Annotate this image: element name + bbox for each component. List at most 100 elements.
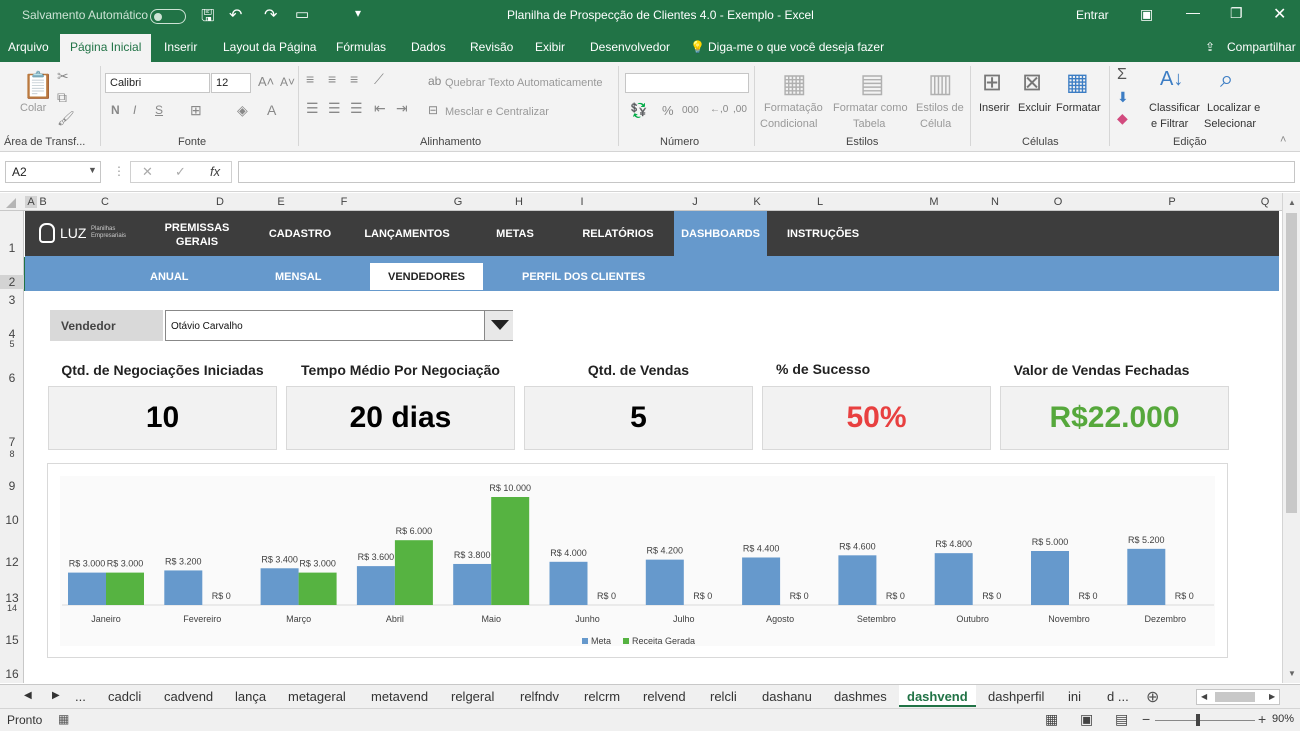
insert-function-icon[interactable]: fx xyxy=(210,164,221,179)
clear-icon[interactable]: ◆ xyxy=(1117,110,1128,126)
scroll-down-icon[interactable]: ▼ xyxy=(1288,669,1296,678)
nav-cadastro[interactable]: CADASTRO xyxy=(268,228,332,240)
column-header[interactable]: K xyxy=(753,196,761,208)
tab-exibir[interactable]: Exibir xyxy=(535,40,566,54)
font-name-select[interactable]: Calibri xyxy=(105,73,210,93)
vertical-scrollbar[interactable]: ▲ ▼ xyxy=(1282,193,1300,683)
sort-filter-icon[interactable]: A↓ xyxy=(1160,68,1184,90)
sheet-tab-relcli[interactable]: relcli xyxy=(710,689,737,704)
row-header[interactable]: 13 xyxy=(5,591,19,605)
column-header[interactable]: L xyxy=(816,196,824,208)
find-icon[interactable]: ⌕ xyxy=(1220,66,1234,93)
sheet-tab-dashanu[interactable]: dashanu xyxy=(762,689,812,704)
name-box-dropdown-icon[interactable]: ▼ xyxy=(88,165,97,175)
fill-color-icon[interactable]: ◈ xyxy=(237,102,248,118)
sheet-tab-relfndv[interactable]: relfndv xyxy=(520,689,560,704)
sign-in-link[interactable]: Entrar xyxy=(1076,8,1109,22)
page-break-icon[interactable]: ▤ xyxy=(1115,711,1129,727)
format-cells-button[interactable]: Formatar xyxy=(1056,102,1101,114)
align-center-icon[interactable]: ☰ xyxy=(328,100,341,116)
increase-indent-icon[interactable]: ⇥ xyxy=(396,100,408,116)
nav-instrucoes[interactable]: INSTRUÇÕES xyxy=(786,228,860,240)
wrap-text-button[interactable]: Quebrar Texto Automaticamente xyxy=(445,77,603,89)
share-button[interactable]: Compartilhar xyxy=(1227,40,1296,54)
orientation-icon[interactable]: ⟋ xyxy=(374,71,384,87)
row-header[interactable]: 9 xyxy=(8,479,16,493)
column-header[interactable]: F xyxy=(340,196,348,208)
thousands-icon[interactable]: 000 xyxy=(682,105,699,116)
sort-label-1[interactable]: Classificar xyxy=(1149,102,1200,114)
fill-icon[interactable]: ⬇ xyxy=(1117,89,1129,105)
insert-cells-icon[interactable]: ⊞ xyxy=(982,69,1003,96)
autosave-toggle[interactable] xyxy=(150,9,186,24)
row-header[interactable]: 12 xyxy=(5,555,19,569)
page-layout-icon[interactable]: ▣ xyxy=(1080,711,1094,727)
format-table-icon[interactable]: ▤ xyxy=(860,68,885,98)
nav-dashboards[interactable]: DASHBOARDS xyxy=(681,228,760,240)
vendedor-select[interactable]: Otávio Carvalho xyxy=(165,310,513,341)
grow-font-icon[interactable]: A˄ xyxy=(258,74,275,89)
nav-relatorios[interactable]: RELATÓRIOS xyxy=(582,228,654,240)
tab-layout[interactable]: Layout da Página xyxy=(223,40,317,54)
close-icon[interactable]: ✕ xyxy=(1273,6,1287,23)
insert-cells-button[interactable]: Inserir xyxy=(979,102,1010,114)
sheet-tab-ini[interactable]: ini xyxy=(1068,689,1082,704)
next-sheet-icon[interactable]: ▶ xyxy=(52,690,60,701)
column-header[interactable]: C xyxy=(101,196,109,208)
formula-input[interactable] xyxy=(238,161,1295,183)
sheet-tab-d[interactable]: d ... xyxy=(1107,689,1129,704)
wrap-text-icon[interactable]: ab xyxy=(428,74,442,88)
column-header[interactable]: O xyxy=(1053,196,1063,208)
paste-label[interactable]: Colar xyxy=(20,102,47,114)
save-icon[interactable]: 🖫 xyxy=(201,8,215,25)
cell-styles-label-2[interactable]: Célula xyxy=(920,118,952,130)
paste-icon[interactable]: 📋 xyxy=(22,70,55,100)
macro-record-icon[interactable]: ▦ xyxy=(58,712,70,726)
column-header[interactable]: Q xyxy=(1260,196,1270,208)
zoom-slider-thumb[interactable] xyxy=(1196,714,1200,726)
column-header[interactable]: P xyxy=(1168,196,1176,208)
decrease-indent-icon[interactable]: ⇤ xyxy=(374,100,386,116)
row-header[interactable]: 6 xyxy=(8,371,16,385)
tell-me-box[interactable]: Diga-me o que você deseja fazer xyxy=(708,40,885,54)
sheet-tab-cadcli[interactable]: cadcli xyxy=(108,689,142,704)
column-header[interactable]: M xyxy=(929,196,939,208)
tab-pagina-inicial[interactable]: Página Inicial xyxy=(60,34,152,62)
column-header[interactable]: N xyxy=(991,196,999,208)
column-header[interactable]: D xyxy=(216,196,224,208)
column-header[interactable]: E xyxy=(277,196,285,208)
merge-icon[interactable]: ⊟ xyxy=(428,103,439,117)
sheet-tab-dashmes[interactable]: dashmes xyxy=(834,689,887,704)
number-format-select[interactable] xyxy=(625,73,749,93)
sheet-tab-lana[interactable]: lança xyxy=(235,689,267,704)
h-scroll-thumb[interactable] xyxy=(1215,692,1255,702)
row-header[interactable]: 14 xyxy=(6,603,17,613)
row-header[interactable]: 8 xyxy=(9,449,15,459)
tab-revisao[interactable]: Revisão xyxy=(470,40,514,54)
column-header[interactable]: B xyxy=(39,196,47,208)
new-file-icon[interactable]: ▭ xyxy=(295,6,310,23)
enter-icon[interactable]: ✓ xyxy=(175,164,186,179)
row-header[interactable]: 16 xyxy=(5,667,19,681)
undo-icon[interactable]: ↶ xyxy=(229,7,243,24)
tab-arquivo[interactable]: Arquivo xyxy=(8,40,49,54)
underline-icon[interactable]: S xyxy=(155,103,164,117)
subnav-vendedores[interactable]: VENDEDORES xyxy=(387,271,466,283)
row-header[interactable]: 1 xyxy=(8,241,16,255)
tab-formulas[interactable]: Fórmulas xyxy=(336,40,387,54)
delete-cells-button[interactable]: Excluir xyxy=(1018,102,1052,114)
copy-icon[interactable]: ⧉ xyxy=(57,89,67,105)
format-table-label-1[interactable]: Formatar como xyxy=(833,102,908,114)
row-header[interactable]: 4 xyxy=(8,327,16,341)
find-label-2[interactable]: Selecionar xyxy=(1204,118,1256,130)
row-header[interactable]: 2 xyxy=(0,275,24,289)
align-left-icon[interactable]: ☰ xyxy=(306,100,319,116)
sort-label-2[interactable]: e Filtrar xyxy=(1151,118,1189,130)
align-bottom-icon[interactable]: ≡ xyxy=(350,71,359,87)
zoom-level[interactable]: 90% xyxy=(1272,713,1295,725)
cell-styles-icon[interactable]: ▥ xyxy=(928,68,953,98)
sheet-tab-metageral[interactable]: metageral xyxy=(288,689,346,704)
sheet-tab-relgeral[interactable]: relgeral xyxy=(451,689,495,704)
zoom-slider[interactable] xyxy=(1155,720,1255,721)
align-top-icon[interactable]: ≡ xyxy=(306,71,315,87)
